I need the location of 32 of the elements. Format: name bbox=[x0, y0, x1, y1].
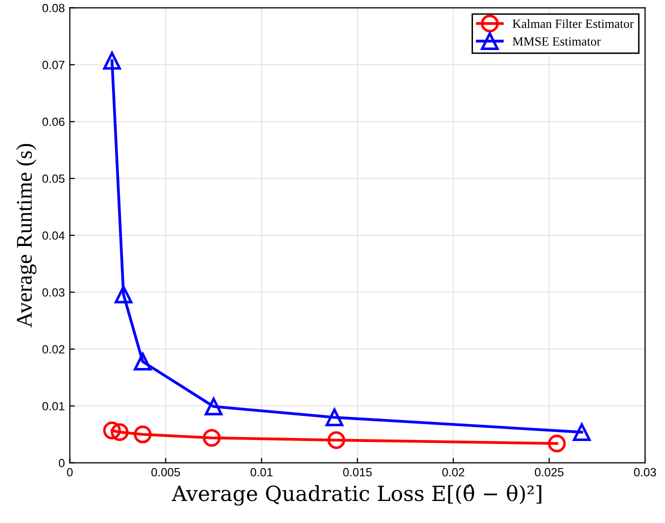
x-tick-label: 0.005 bbox=[151, 468, 180, 476]
point bbox=[326, 408, 344, 426]
point bbox=[103, 52, 121, 70]
y-tick-label: 0.01 bbox=[42, 402, 64, 410]
y-tick-label: 0.08 bbox=[42, 4, 64, 12]
point bbox=[103, 422, 121, 440]
point bbox=[548, 434, 566, 452]
point bbox=[572, 423, 591, 442]
x-tick-label: 0.025 bbox=[534, 468, 564, 476]
x-axis-title: Average Quadratic Loss E[(θ̂ − θ)²] bbox=[172, 484, 542, 506]
y-tick-label: 0 bbox=[58, 458, 65, 468]
y-tick-label: 0.07 bbox=[42, 60, 64, 70]
x-tick-label: 0.015 bbox=[343, 468, 372, 476]
x-tick-label: 0.02 bbox=[442, 468, 464, 476]
y-tick-label: 0.04 bbox=[42, 231, 65, 240]
y-tick-label: 0.03 bbox=[42, 288, 64, 297]
point bbox=[204, 398, 223, 416]
x-tick-label: 0.03 bbox=[634, 468, 656, 476]
point bbox=[327, 431, 346, 449]
point bbox=[134, 352, 152, 371]
point bbox=[202, 428, 221, 447]
x-tick-label: 0.01 bbox=[250, 468, 272, 476]
legend-label: MMSE Estimator bbox=[512, 37, 601, 46]
point bbox=[114, 286, 132, 304]
point bbox=[110, 423, 129, 442]
y-tick-label: 0.02 bbox=[42, 345, 64, 354]
legend-label: Kalman Filter Estimator bbox=[512, 19, 634, 28]
point bbox=[134, 426, 152, 444]
y-tick-label: 0.05 bbox=[42, 174, 64, 183]
x-tick-label: 0 bbox=[67, 468, 73, 476]
y-axis-title: Average Runtime (s) bbox=[16, 144, 36, 328]
y-tick-label: 0.06 bbox=[42, 118, 64, 126]
